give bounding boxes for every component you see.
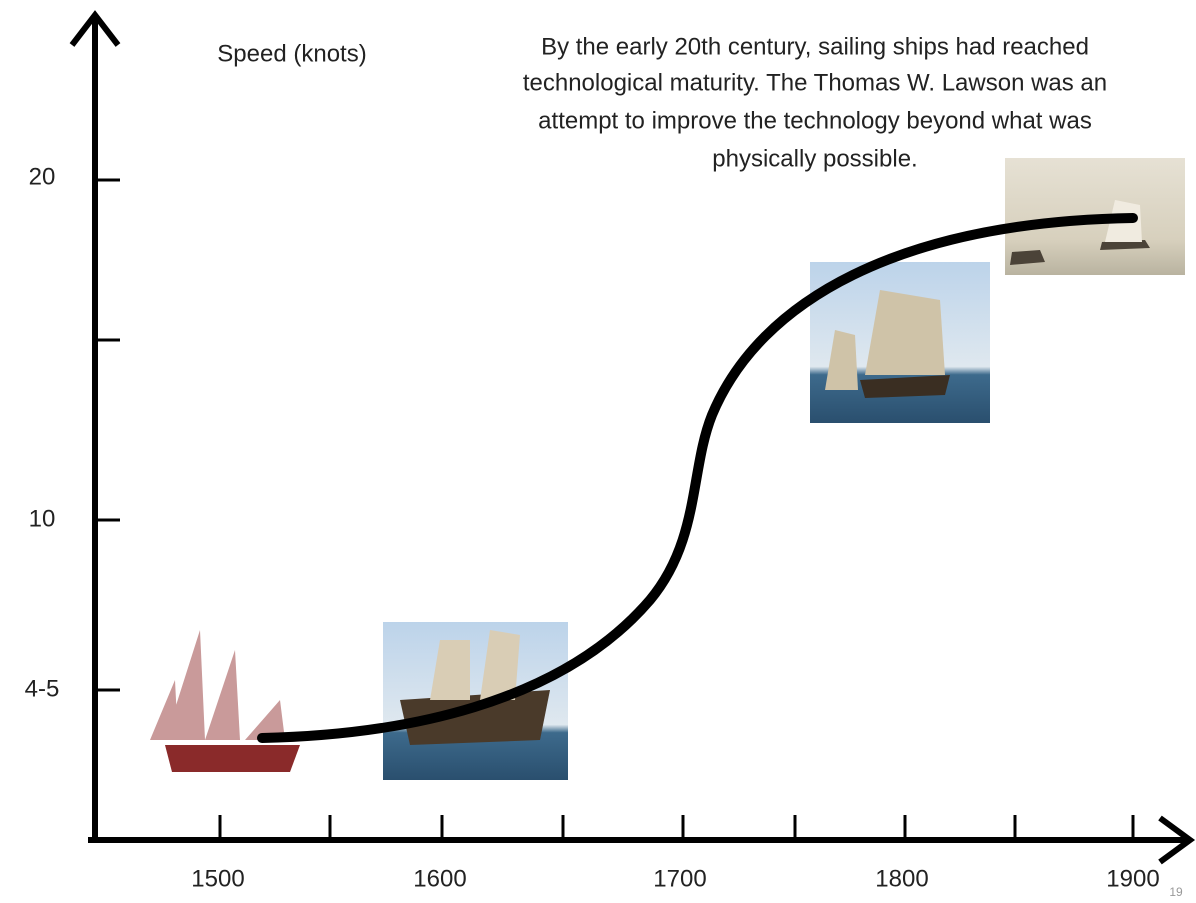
- ship-image: [140, 620, 300, 775]
- y-tick-label: 20: [29, 163, 56, 190]
- ship-image: [810, 262, 990, 423]
- y-tick-label: 10: [29, 505, 56, 532]
- y-arrow: [69, 10, 121, 47]
- y-tick-label: 4-5: [25, 675, 60, 702]
- x-tick-label: 1900: [1106, 865, 1159, 892]
- annotation-line: physically possible.: [712, 145, 917, 172]
- x-arrow: [1158, 815, 1196, 865]
- x-ticks: [218, 815, 1135, 840]
- y-axis-title: Speed (knots): [217, 40, 366, 67]
- y-ticks: [95, 178, 120, 692]
- s-curve: [257, 213, 1138, 743]
- ship-image: [383, 622, 568, 780]
- annotation-line: By the early 20th century, sailing ships…: [541, 33, 1089, 60]
- annotation-line: technological maturity. The Thomas W. La…: [523, 69, 1107, 96]
- page-number: 19: [1169, 885, 1183, 899]
- annotation-line: attempt to improve the technology beyond…: [538, 107, 1092, 134]
- x-tick-label: 1700: [653, 865, 706, 892]
- x-tick-label: 1800: [875, 865, 928, 892]
- x-tick-label: 1600: [413, 865, 466, 892]
- x-tick-label: 1500: [191, 865, 244, 892]
